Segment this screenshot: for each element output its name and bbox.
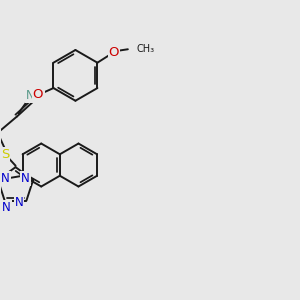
Text: N: N (2, 201, 11, 214)
Text: O: O (109, 46, 119, 59)
Text: S: S (1, 148, 9, 161)
Text: O: O (33, 88, 43, 101)
Text: N: N (1, 172, 10, 185)
Text: CH₃: CH₃ (137, 44, 155, 54)
Text: N: N (15, 196, 23, 208)
Text: N: N (21, 172, 30, 185)
Text: NH: NH (26, 89, 44, 102)
